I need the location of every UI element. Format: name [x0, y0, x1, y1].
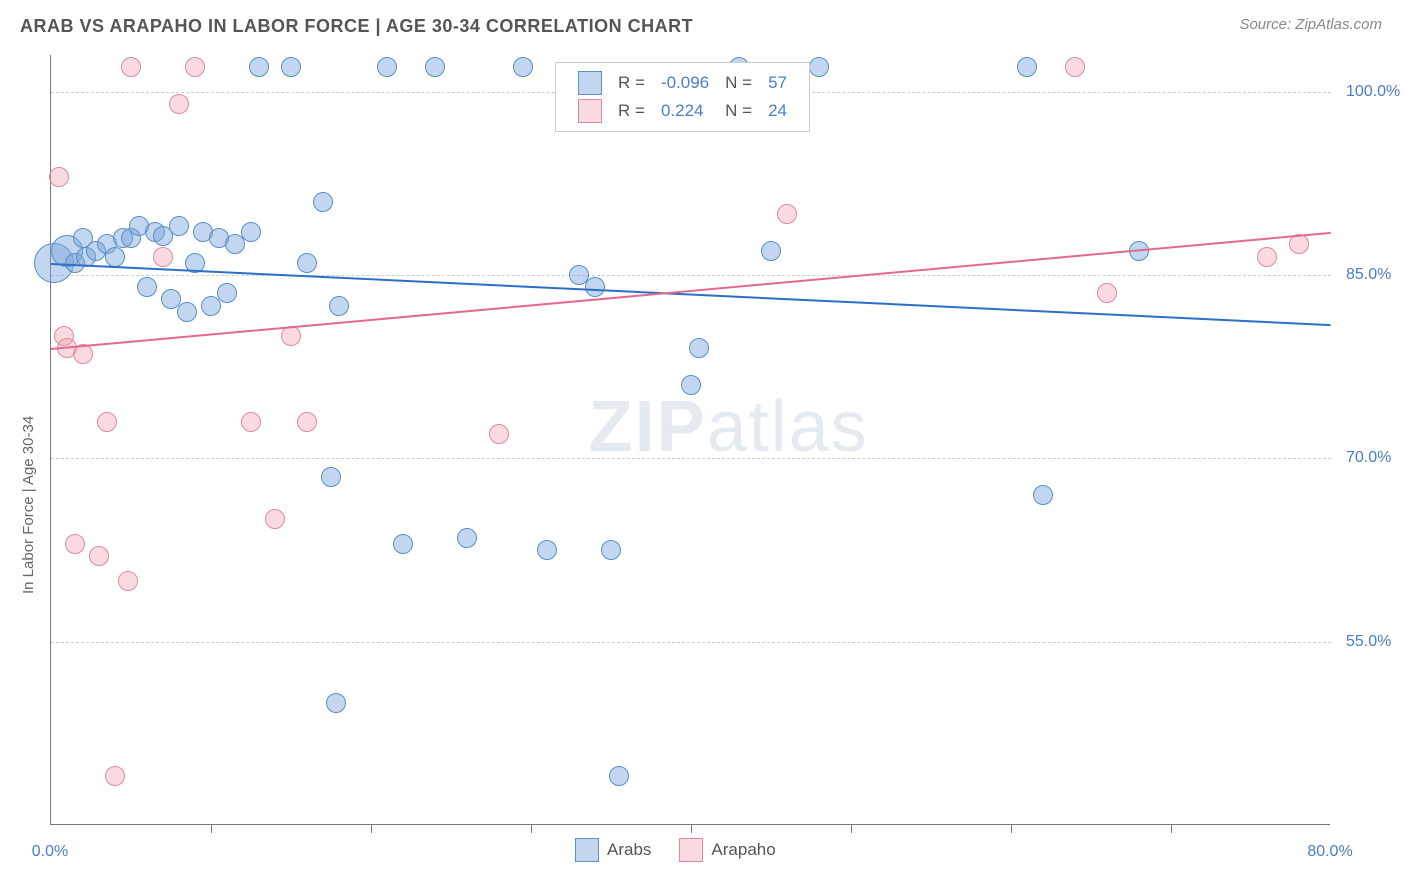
scatter-point	[1017, 57, 1037, 77]
scatter-point	[313, 192, 333, 212]
scatter-point	[326, 693, 346, 713]
scatter-point	[1065, 57, 1085, 77]
scatter-point	[281, 57, 301, 77]
scatter-point	[89, 546, 109, 566]
legend-swatch	[578, 99, 602, 123]
scatter-point	[1033, 485, 1053, 505]
y-tick-label: 85.0%	[1346, 266, 1406, 284]
scatter-point	[105, 247, 125, 267]
y-tick-label: 100.0%	[1346, 83, 1406, 101]
scatter-point	[241, 222, 261, 242]
scatter-point	[585, 277, 605, 297]
scatter-point	[777, 204, 797, 224]
scatter-point	[137, 277, 157, 297]
scatter-point	[121, 57, 141, 77]
gridline	[51, 458, 1331, 459]
legend-swatch	[578, 71, 602, 95]
scatter-point	[377, 57, 397, 77]
scatter-point	[265, 509, 285, 529]
trend-line	[51, 263, 1331, 326]
y-axis-label: In Labor Force | Age 30-34	[20, 416, 37, 594]
gridline	[51, 642, 1331, 643]
plot-area: ZIPatlas	[50, 55, 1330, 825]
scatter-point	[1257, 247, 1277, 267]
correlation-legend: R =-0.096N =57R =0.224N =24	[555, 62, 810, 132]
scatter-point	[513, 57, 533, 77]
x-tick	[1171, 825, 1172, 833]
scatter-point	[97, 412, 117, 432]
scatter-point	[321, 467, 341, 487]
y-tick-label: 70.0%	[1346, 449, 1406, 467]
scatter-point	[65, 534, 85, 554]
scatter-point	[329, 296, 349, 316]
scatter-point	[177, 302, 197, 322]
x-tick-label: 0.0%	[32, 843, 68, 861]
legend-swatch	[575, 838, 599, 862]
scatter-point	[249, 57, 269, 77]
scatter-point	[169, 94, 189, 114]
legend-swatch	[679, 838, 703, 862]
watermark: ZIPatlas	[589, 386, 869, 468]
scatter-point	[425, 57, 445, 77]
scatter-point	[1097, 283, 1117, 303]
scatter-point	[601, 540, 621, 560]
scatter-point	[681, 375, 701, 395]
scatter-point	[297, 412, 317, 432]
scatter-point	[241, 412, 261, 432]
scatter-point	[49, 167, 69, 187]
scatter-point	[281, 326, 301, 346]
x-tick	[531, 825, 532, 833]
scatter-point	[489, 424, 509, 444]
scatter-point	[761, 241, 781, 261]
scatter-point	[169, 216, 189, 236]
x-tick	[691, 825, 692, 833]
scatter-point	[217, 283, 237, 303]
y-tick-label: 55.0%	[1346, 633, 1406, 651]
x-tick-label: 80.0%	[1307, 843, 1352, 861]
scatter-point	[537, 540, 557, 560]
scatter-point	[609, 766, 629, 786]
gridline	[51, 275, 1331, 276]
scatter-point	[809, 57, 829, 77]
scatter-point	[297, 253, 317, 273]
legend-item: Arabs	[575, 838, 651, 862]
scatter-point	[689, 338, 709, 358]
x-tick	[851, 825, 852, 833]
scatter-point	[1289, 234, 1309, 254]
legend-item: Arapaho	[679, 838, 775, 862]
series-legend: Arabs Arapaho	[575, 838, 804, 867]
chart-source: Source: ZipAtlas.com	[1239, 16, 1382, 33]
scatter-point	[153, 247, 173, 267]
scatter-point	[185, 57, 205, 77]
scatter-point	[457, 528, 477, 548]
scatter-point	[118, 571, 138, 591]
scatter-point	[393, 534, 413, 554]
x-tick	[211, 825, 212, 833]
chart-title: ARAB VS ARAPAHO IN LABOR FORCE | AGE 30-…	[20, 16, 693, 37]
x-tick	[1011, 825, 1012, 833]
x-tick	[371, 825, 372, 833]
scatter-point	[105, 766, 125, 786]
